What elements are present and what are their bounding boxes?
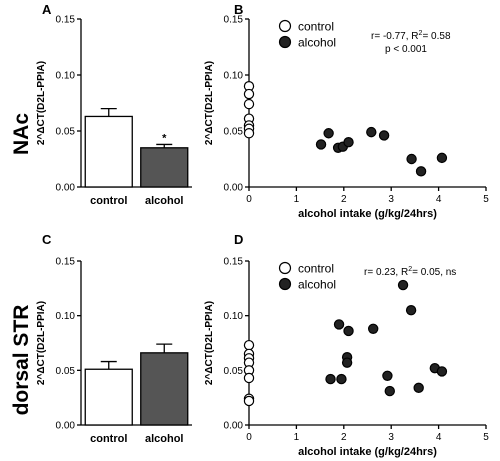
- a-y-axis-label: 2^ΔCT(D2L-PPIA): [36, 61, 47, 145]
- a-category-label-control: control: [90, 195, 127, 207]
- a-significance-alcohol: *: [162, 132, 167, 144]
- b-point-alcohol: [323, 128, 334, 139]
- b-point-alcohol: [315, 139, 327, 150]
- c-y-tick-label: 0.00: [56, 421, 76, 432]
- b-x-tick-label: 0: [246, 194, 252, 205]
- b-point-control: [243, 98, 255, 110]
- a-y-tick-label: 0.10: [56, 71, 76, 82]
- d-point-alcohol: [341, 357, 353, 368]
- b-stats-text: r= -0.77, R2= 0.58: [371, 30, 451, 42]
- b-p-value-text: p < 0.001: [385, 44, 427, 55]
- b-legend-label-alcohol: alcohol: [298, 36, 336, 50]
- d-point-alcohol: [384, 385, 395, 397]
- b-y-tick-label: 0.15: [224, 15, 244, 26]
- a-bar-control: [84, 115, 133, 188]
- d-point-alcohol: [367, 323, 379, 334]
- d-x-tick-label: 2: [341, 432, 347, 443]
- d-point-alcohol: [397, 279, 409, 291]
- b-legend-marker-alcohol: [278, 35, 292, 49]
- b-y-axis-label: 2^ΔCT(D2L-PPIA): [204, 61, 215, 145]
- panel-letter-d: D: [234, 232, 243, 247]
- a-y-tick-label: 0.00: [56, 183, 76, 194]
- d-point-alcohol: [343, 325, 354, 337]
- region-label-dorsal-str: dorsal STR: [10, 305, 33, 416]
- a-y-tick-label: 0.05: [56, 127, 76, 138]
- a-y-tick-label: 0.15: [56, 15, 76, 26]
- panel-letter-a: A: [42, 2, 52, 17]
- c-y-tick-label: 0.10: [56, 311, 76, 322]
- d-point-alcohol: [325, 373, 336, 385]
- panel-d-scatter-plot: 0.00 0.05 0.10 0.15 2^ΔCT(D2L-PPIA) 0 1 2 3 4 5 alc…: [204, 257, 489, 459]
- d-x-tick-label: 4: [436, 432, 442, 443]
- b-point-alcohol: [436, 152, 448, 164]
- b-point-alcohol: [415, 166, 427, 177]
- d-point-alcohol: [333, 319, 345, 330]
- b-y-tick-label: 0.05: [224, 127, 244, 138]
- b-x-axis-label: alcohol intake (g/kg/24hrs): [298, 208, 437, 220]
- d-point-alcohol: [413, 382, 424, 394]
- d-point-control: [243, 395, 255, 407]
- b-point-alcohol: [343, 136, 354, 148]
- d-legend-marker-control: [278, 261, 292, 275]
- d-legend-marker-alcohol: [278, 277, 292, 291]
- b-x-tick-label: 3: [388, 194, 394, 205]
- d-point-control: [243, 372, 255, 384]
- b-legend-marker-control: [278, 19, 292, 33]
- d-point-alcohol: [382, 370, 393, 381]
- d-point-control: [243, 339, 255, 351]
- b-point-alcohol: [378, 130, 390, 141]
- panel-letter-b: B: [234, 2, 243, 17]
- d-x-tick-label: 0: [246, 432, 252, 443]
- d-x-axis-label: alcohol intake (g/kg/24hrs): [298, 446, 437, 458]
- c-bar-control: [84, 368, 133, 426]
- panel-b-scatter-plot: 0.00 0.05 0.10 0.15 2^ΔCT(D2L-PPIA) 0 1 2 3 4 5 alc…: [204, 15, 489, 221]
- b-x-tick-label: 1: [294, 194, 300, 205]
- b-x-tick-label: 4: [436, 194, 442, 205]
- d-x-tick-label: 5: [483, 432, 489, 443]
- d-point-alcohol: [436, 366, 448, 377]
- d-legend-label-alcohol: alcohol: [298, 278, 336, 292]
- b-point-control: [243, 88, 255, 100]
- d-point-alcohol: [405, 305, 417, 316]
- panel-letter-c: C: [42, 232, 52, 247]
- b-legend-label-control: control: [298, 20, 334, 34]
- a-bar-alcohol: [140, 147, 189, 188]
- a-category-label-alcohol: alcohol: [145, 195, 184, 207]
- d-x-tick-label: 3: [388, 432, 394, 443]
- d-x-tick-label: 1: [294, 432, 300, 443]
- c-y-tick-label: 0.15: [56, 257, 76, 268]
- panel-c-bar-chart: 0.00 0.05 0.10 0.15 2^ΔCT(D2L-PPIA) control al…: [36, 257, 192, 445]
- d-point-alcohol: [336, 373, 347, 385]
- d-y-tick-label: 0.15: [224, 257, 244, 268]
- c-y-axis-label: 2^ΔCT(D2L-PPIA): [36, 301, 47, 385]
- d-legend-label-control: control: [298, 262, 334, 276]
- b-x-tick-label: 5: [483, 194, 489, 205]
- d-y-tick-label: 0.10: [224, 311, 244, 322]
- b-point-control: [243, 128, 255, 139]
- b-y-tick-label: 0.10: [224, 71, 244, 82]
- d-y-tick-label: 0.00: [224, 421, 244, 432]
- c-category-label-control: control: [90, 433, 127, 445]
- region-label-nac: NAc: [10, 113, 33, 155]
- d-y-axis-label: 2^ΔCT(D2L-PPIA): [204, 301, 215, 385]
- b-point-alcohol: [406, 153, 417, 165]
- panel-a-bar-chart: 0.00 0.05 0.10 0.15 2^ΔCT(D2L-PPIA) control al…: [36, 15, 192, 207]
- d-stats-text: r= 0.23, R2= 0.05, ns: [364, 266, 456, 278]
- c-bar-alcohol: [140, 352, 189, 426]
- c-y-tick-label: 0.05: [56, 366, 76, 377]
- d-y-tick-label: 0.05: [224, 366, 244, 377]
- c-category-label-alcohol: alcohol: [145, 433, 184, 445]
- b-y-tick-label: 0.00: [224, 183, 244, 194]
- b-point-alcohol: [366, 126, 377, 138]
- b-x-tick-label: 2: [341, 194, 347, 205]
